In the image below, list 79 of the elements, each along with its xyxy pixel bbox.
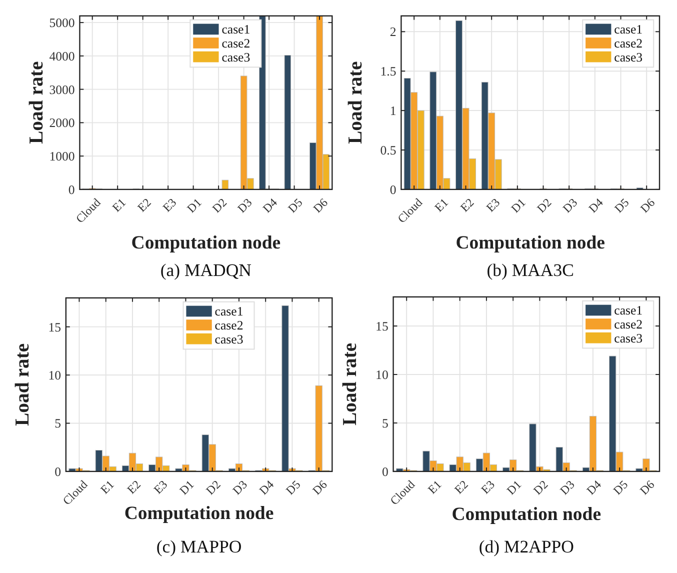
x-axis-title: Computation node <box>452 504 602 525</box>
text: (a) MADQN <box>160 260 252 280</box>
x-tick-label: D1 <box>176 477 197 498</box>
y-axis-title: Load rate <box>11 343 34 426</box>
y-tick-label: 1.5 <box>380 64 396 79</box>
y-tick-label: 15 <box>48 320 61 334</box>
legend-label: case3 <box>222 50 250 64</box>
legend-label: case2 <box>222 36 250 50</box>
y-tick-label: 0 <box>390 182 396 197</box>
legend-label: case2 <box>214 318 244 332</box>
y-tick-label: 2 <box>390 25 396 40</box>
x-tick-label: D5 <box>285 195 306 216</box>
y-tick-label: 10 <box>48 368 61 383</box>
x-tick-label: D2 <box>534 195 554 216</box>
text: (d) M2APPO <box>478 536 574 556</box>
x-tick-label: E1 <box>109 195 129 215</box>
x-tick-label: D5 <box>610 477 631 498</box>
y-tick-label: 0 <box>382 464 388 479</box>
text: (b) MAA3C <box>486 260 574 280</box>
y-tick-label: 0 <box>68 182 75 197</box>
y-axis-title: Load rate <box>338 342 361 426</box>
x-tick-label: D4 <box>586 195 606 216</box>
y-tick-label: 3000 <box>49 82 75 97</box>
x-tick-label: D2 <box>203 477 224 498</box>
x-tick-label: D4 <box>256 477 277 498</box>
x-tick-label: E1 <box>98 477 117 497</box>
x-tick-label: D6 <box>637 195 658 216</box>
text: (c) MAPPO <box>156 536 242 556</box>
y-tick-label: 0.5 <box>380 143 396 158</box>
y-tick-label: 15 <box>376 319 388 334</box>
legend-label: case1 <box>214 304 244 319</box>
x-tick-label: D5 <box>612 195 632 216</box>
x-tick-label: E2 <box>134 195 154 215</box>
x-tick-label: E2 <box>458 195 477 215</box>
y-tick-label: 5 <box>382 416 388 430</box>
x-tick-label: D1 <box>504 477 524 498</box>
x-tick-label: D1 <box>508 195 528 216</box>
x-axis-title: Computation node <box>131 232 281 254</box>
x-tick-label: E1 <box>432 195 451 215</box>
x-tick-label: D6 <box>310 195 331 216</box>
legend-label: case1 <box>614 22 643 37</box>
x-tick-label: D3 <box>560 195 580 216</box>
y-tick-label: 5 <box>54 416 61 431</box>
x-tick-label: E3 <box>483 195 503 215</box>
y-tick-label: 2000 <box>49 116 75 130</box>
y-tick-label: 4000 <box>49 49 75 64</box>
x-tick-label: E1 <box>424 477 444 497</box>
x-tick-label: D4 <box>260 195 280 216</box>
y-axis-title: Load rate <box>344 61 367 144</box>
x-tick-label: E2 <box>124 477 144 497</box>
x-tick-label: D6 <box>310 477 330 498</box>
legend-label: case1 <box>614 304 643 318</box>
y-axis-title: Load rate <box>25 61 48 144</box>
x-tick-label: D4 <box>584 477 604 498</box>
x-tick-label: D2 <box>209 195 230 216</box>
y-tick-label: 1 <box>390 104 396 118</box>
x-tick-label: D3 <box>234 195 255 216</box>
y-tick-label: 10 <box>376 368 388 382</box>
y-tick-label: 5000 <box>49 16 75 30</box>
x-tick-label: D1 <box>184 195 204 216</box>
x-tick-label: D2 <box>530 477 551 498</box>
x-tick-label: E3 <box>478 477 498 497</box>
legend-label: case1 <box>222 22 250 37</box>
y-tick-label: 0 <box>54 464 61 479</box>
x-tick-label: D3 <box>557 477 578 498</box>
legend-label: case2 <box>614 317 643 332</box>
legend-label: case3 <box>614 331 643 346</box>
y-tick-label: 1000 <box>49 150 75 164</box>
x-tick-label: D3 <box>230 477 250 498</box>
x-tick-label: D5 <box>283 477 304 498</box>
legend-label: case3 <box>614 50 643 64</box>
legend-label: case2 <box>614 36 643 50</box>
x-axis-title: Computation node <box>124 502 274 524</box>
x-axis-title: Computation node <box>456 232 605 254</box>
legend-label: case3 <box>214 332 244 346</box>
x-tick-label: E3 <box>160 195 180 215</box>
x-tick-label: D6 <box>637 477 658 498</box>
x-tick-label: E3 <box>150 477 170 497</box>
x-tick-label: E2 <box>452 477 471 497</box>
